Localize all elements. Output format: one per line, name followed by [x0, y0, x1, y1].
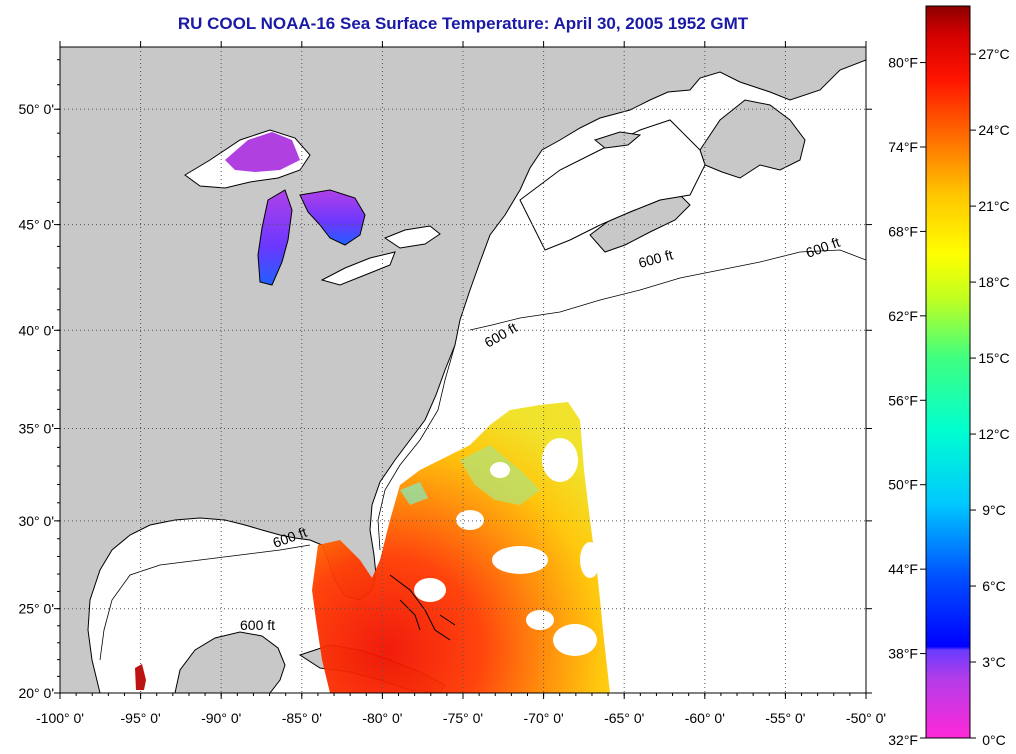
lon-label: -65° 0': [604, 710, 644, 726]
lake-superior-sst: [225, 132, 300, 172]
yucatan-land: [174, 631, 286, 693]
lake-ontario: [383, 225, 441, 249]
isobath-contour: [469, 249, 866, 331]
gulf-sst-patch: [135, 664, 146, 690]
celsius-labels: 27°C 24°C 21°C 18°C 15°C 12°C 9°C 6°C 3°C 0°C: [978, 46, 1009, 748]
fahrenheit-label: 38°F: [888, 646, 918, 662]
fahrenheit-label: 68°F: [888, 223, 918, 239]
lon-label: -60° 0': [685, 710, 725, 726]
axis-ticks: [54, 41, 872, 699]
celsius-label: 24°C: [978, 122, 1009, 138]
newfoundland-land: [699, 99, 806, 179]
fahrenheit-label: 44°F: [888, 561, 918, 577]
cool-sst-patch-2: [400, 482, 428, 505]
anticosti-land: [593, 131, 642, 149]
lon-label: -80° 0': [362, 710, 402, 726]
fahrenheit-label: 32°F: [888, 732, 918, 748]
celsius-label: 15°C: [978, 350, 1009, 366]
lake-michigan: [257, 189, 293, 286]
lat-label: 45° 0': [18, 217, 54, 233]
celsius-label: 27°C: [978, 46, 1009, 62]
bahamas-outline: [389, 574, 456, 641]
isobath-label-5: 600 ft: [240, 617, 275, 633]
map-title: RU COOL NOAA-16 Sea Surface Temperature:…: [177, 14, 749, 33]
north-america-land: [60, 47, 866, 693]
lat-label: 20° 0': [18, 685, 54, 701]
isobath-contour-south: [377, 344, 456, 551]
lat-label: 40° 0': [18, 322, 54, 338]
lon-label: -50° 0': [846, 710, 886, 726]
lon-label: -95° 0': [121, 710, 161, 726]
lake-huron: [299, 189, 366, 246]
latitude-labels: 20° 0' 25° 0' 30° 0' 35° 0' 40° 0' 45° 0' 50° …: [18, 101, 54, 701]
fahrenheit-label: 56°F: [888, 392, 918, 408]
lat-label: 50° 0': [18, 101, 54, 117]
cloud-gaps: [414, 438, 600, 656]
colorbar: [925, 5, 971, 739]
celsius-label: 9°C: [982, 502, 1006, 518]
lat-label: 30° 0': [18, 513, 54, 529]
fahrenheit-label: 50°F: [888, 477, 918, 493]
celsius-label: 21°C: [978, 198, 1009, 214]
lon-label: -100° 0': [36, 710, 84, 726]
isobath-contour-gulf: [99, 544, 311, 661]
lon-label: -75° 0': [443, 710, 483, 726]
lon-label: -85° 0': [282, 710, 322, 726]
fahrenheit-labels: 80°F 74°F 68°F 62°F 56°F 50°F 44°F 38°F 32°F: [888, 55, 918, 748]
lat-label: 25° 0': [18, 601, 54, 617]
celsius-label: 12°C: [978, 426, 1009, 442]
lon-label: -90° 0': [201, 710, 241, 726]
fahrenheit-label: 62°F: [888, 308, 918, 324]
fahrenheit-label: 80°F: [888, 55, 918, 71]
colorbar-ticks: [920, 53, 976, 739]
celsius-label: 6°C: [982, 578, 1006, 594]
celsius-label: 3°C: [982, 654, 1006, 670]
lat-label: 35° 0': [18, 420, 54, 436]
lon-label: -55° 0': [765, 710, 805, 726]
fahrenheit-label: 74°F: [888, 139, 918, 155]
celsius-label: 18°C: [978, 274, 1009, 290]
longitude-labels: -100° 0' -95° 0' -90° 0' -85° 0' -80° 0' -75°…: [36, 710, 886, 726]
celsius-label: 0°C: [982, 732, 1006, 748]
lake-erie: [320, 251, 396, 286]
lon-label: -70° 0': [524, 710, 564, 726]
